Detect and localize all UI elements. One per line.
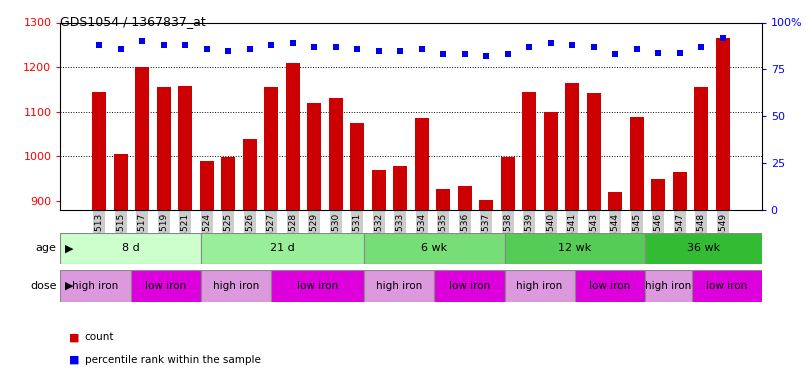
Bar <box>522 92 536 210</box>
Bar <box>157 87 171 210</box>
Text: 36 wk: 36 wk <box>687 243 720 254</box>
Point <box>673 50 686 55</box>
Bar <box>222 158 235 210</box>
Point <box>501 51 514 57</box>
Text: ■: ■ <box>69 355 79 365</box>
Bar <box>415 118 429 210</box>
Point <box>222 48 235 54</box>
Bar <box>201 232 364 264</box>
Text: low iron: low iron <box>297 281 339 291</box>
Point <box>544 40 557 46</box>
Bar <box>364 232 505 264</box>
Point <box>308 44 321 50</box>
Point <box>523 44 536 50</box>
Point <box>372 48 385 54</box>
Text: high iron: high iron <box>73 281 118 291</box>
Point <box>609 51 621 57</box>
Text: 8 d: 8 d <box>122 243 139 254</box>
Bar <box>60 232 201 264</box>
Text: 21 d: 21 d <box>270 243 295 254</box>
Bar <box>436 189 451 210</box>
Bar <box>60 270 131 302</box>
Bar <box>372 170 386 210</box>
Bar <box>93 92 106 210</box>
Text: count: count <box>85 333 114 342</box>
Bar <box>609 192 622 210</box>
Point <box>351 46 364 52</box>
Text: high iron: high iron <box>517 281 563 291</box>
Bar <box>645 232 762 264</box>
Point <box>480 53 492 59</box>
Text: high iron: high iron <box>213 281 259 291</box>
Bar <box>286 63 300 210</box>
Bar <box>587 93 600 210</box>
Bar <box>393 166 407 210</box>
Point <box>136 38 149 44</box>
Bar <box>201 270 271 302</box>
Bar <box>329 98 343 210</box>
Bar <box>480 200 493 210</box>
Point <box>437 51 450 57</box>
Bar <box>629 117 644 210</box>
Bar <box>458 186 472 210</box>
Bar <box>271 270 364 302</box>
Bar <box>131 270 201 302</box>
Text: dose: dose <box>30 281 56 291</box>
Bar <box>307 103 322 210</box>
Point <box>265 42 278 48</box>
Bar <box>544 112 558 210</box>
Bar <box>694 87 708 210</box>
Bar <box>434 270 505 302</box>
Bar <box>501 158 515 210</box>
Bar <box>505 270 575 302</box>
Text: ▶: ▶ <box>64 281 73 291</box>
Bar <box>264 87 278 210</box>
Point <box>652 50 665 55</box>
Bar <box>505 232 645 264</box>
Text: ▶: ▶ <box>64 243 73 254</box>
Text: 12 wk: 12 wk <box>558 243 592 254</box>
Text: age: age <box>35 243 56 254</box>
Text: GDS1054 / 1367837_at: GDS1054 / 1367837_at <box>60 15 206 28</box>
Bar <box>565 83 580 210</box>
Bar <box>243 139 257 210</box>
Point <box>566 42 579 48</box>
Point <box>179 42 192 48</box>
Point <box>330 44 343 50</box>
Bar <box>135 67 149 210</box>
Bar <box>651 179 665 210</box>
Bar <box>364 270 434 302</box>
Bar <box>114 154 128 210</box>
Point <box>695 44 708 50</box>
Text: low iron: low iron <box>145 281 186 291</box>
Point <box>157 42 170 48</box>
Point <box>415 46 428 52</box>
Point <box>394 48 407 54</box>
Text: low iron: low iron <box>589 281 630 291</box>
Point <box>114 46 127 52</box>
Bar <box>716 38 729 210</box>
Text: high iron: high iron <box>376 281 422 291</box>
Text: ■: ■ <box>69 333 79 342</box>
Point <box>93 42 106 48</box>
Point <box>286 40 299 46</box>
Text: 6 wk: 6 wk <box>422 243 447 254</box>
Bar <box>178 86 193 210</box>
Bar <box>692 270 762 302</box>
Bar <box>673 172 687 210</box>
Text: percentile rank within the sample: percentile rank within the sample <box>85 355 260 365</box>
Text: high iron: high iron <box>645 281 692 291</box>
Text: low iron: low iron <box>449 281 490 291</box>
Point <box>717 34 729 40</box>
Bar <box>645 270 692 302</box>
Bar <box>200 161 214 210</box>
Point <box>243 46 256 52</box>
Point <box>459 51 472 57</box>
Text: low iron: low iron <box>706 281 747 291</box>
Point <box>630 46 643 52</box>
Bar <box>575 270 645 302</box>
Bar <box>351 123 364 210</box>
Point <box>588 44 600 50</box>
Point <box>201 46 214 52</box>
